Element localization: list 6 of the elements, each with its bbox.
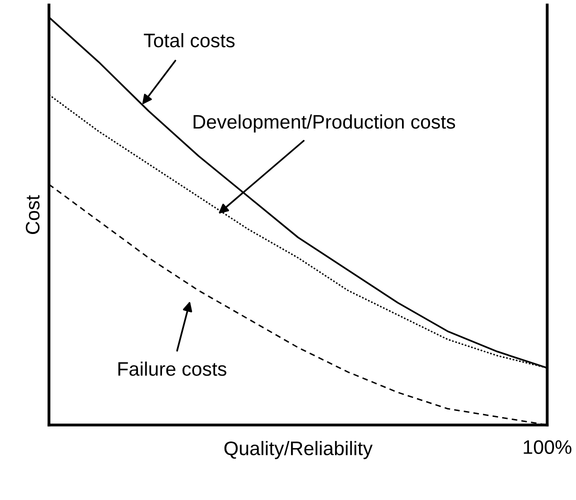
annotation: Total costs — [144, 33, 235, 48]
y-axis-title: Cost — [26, 195, 40, 234]
x-axis-title: Quality/Reliability — [224, 440, 373, 460]
annotation: Development/Production costs — [194, 114, 456, 133]
annotation: Failure costs — [118, 362, 226, 376]
text: 100% — [524, 440, 572, 454]
